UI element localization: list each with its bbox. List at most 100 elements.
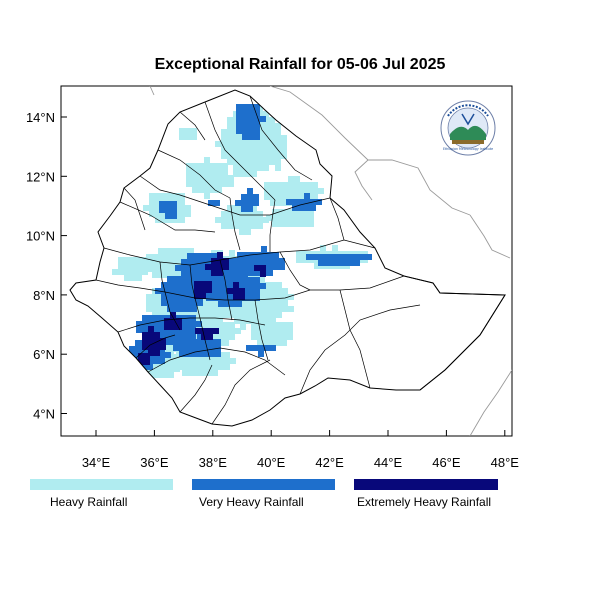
rain-cell-heavy bbox=[269, 328, 275, 334]
rain-cell-very-heavy bbox=[236, 301, 242, 307]
rain-cell-heavy bbox=[221, 211, 227, 217]
rain-cell-heavy bbox=[294, 176, 300, 182]
rain-cell-very-heavy bbox=[336, 254, 342, 260]
rain-cell-very-heavy bbox=[254, 122, 260, 128]
x-tick-label: 34°E bbox=[82, 455, 111, 470]
rain-cell-heavy bbox=[227, 205, 233, 211]
rain-cell-heavy bbox=[206, 370, 212, 376]
rain-cell-heavy bbox=[158, 248, 164, 254]
rain-cell-heavy bbox=[118, 257, 124, 263]
rain-cell-heavy bbox=[179, 205, 185, 211]
rain-cell-heavy bbox=[258, 306, 264, 312]
rain-cell-heavy bbox=[216, 163, 222, 169]
rain-cell-very-heavy bbox=[185, 306, 191, 312]
rain-cell-very-heavy bbox=[209, 351, 215, 357]
rain-cell-heavy bbox=[264, 312, 270, 318]
rain-cell-extreme bbox=[154, 332, 160, 338]
rain-cell-heavy bbox=[224, 358, 230, 364]
rain-cell-heavy bbox=[275, 141, 281, 147]
legend-label-heavy: Heavy Rainfall bbox=[50, 495, 128, 509]
rain-cell-heavy bbox=[252, 312, 258, 318]
rain-cell-very-heavy bbox=[165, 207, 171, 213]
y-tick-label: 14°N bbox=[26, 110, 55, 125]
rain-cell-very-heavy bbox=[247, 194, 253, 200]
rain-cell-heavy bbox=[263, 165, 269, 171]
rain-cell-very-heavy bbox=[179, 351, 185, 357]
rain-cell-very-heavy bbox=[205, 271, 211, 277]
rain-cell-heavy bbox=[188, 364, 194, 370]
rain-cell-heavy bbox=[318, 188, 324, 194]
rain-cell-very-heavy bbox=[154, 315, 160, 321]
rain-cell-very-heavy bbox=[165, 213, 171, 219]
rain-cell-heavy bbox=[264, 194, 270, 200]
rain-cell-very-heavy bbox=[310, 205, 316, 211]
rain-cell-very-heavy bbox=[260, 116, 266, 122]
rain-cell-heavy bbox=[205, 322, 211, 328]
rain-cell-heavy bbox=[227, 123, 233, 129]
rain-cell-heavy bbox=[233, 159, 239, 165]
rain-cell-heavy bbox=[204, 193, 210, 199]
rain-cell-heavy bbox=[288, 182, 294, 188]
rain-cell-very-heavy bbox=[235, 200, 241, 206]
rain-cell-heavy bbox=[224, 352, 230, 358]
rain-cell-heavy bbox=[192, 169, 198, 175]
rain-cell-heavy bbox=[215, 217, 221, 223]
rain-cell-very-heavy bbox=[197, 345, 203, 351]
rain-cell-heavy bbox=[223, 328, 229, 334]
rain-cell-heavy bbox=[233, 217, 239, 223]
rain-cell-very-heavy bbox=[254, 116, 260, 122]
rain-cell-heavy bbox=[264, 288, 270, 294]
admin-boundary bbox=[117, 317, 266, 333]
rain-cell-very-heavy bbox=[179, 300, 185, 306]
rain-cell-very-heavy bbox=[184, 321, 190, 327]
rain-cell-heavy bbox=[245, 217, 251, 223]
rain-cell-very-heavy bbox=[199, 265, 205, 271]
rain-cell-heavy bbox=[288, 176, 294, 182]
rain-cell-heavy bbox=[173, 193, 179, 199]
rain-cell-very-heavy bbox=[248, 277, 254, 283]
rain-cell-very-heavy bbox=[304, 199, 310, 205]
rain-cell-heavy bbox=[257, 159, 263, 165]
rain-cell-very-heavy bbox=[254, 295, 260, 301]
x-tick-label: 38°E bbox=[199, 455, 228, 470]
rain-cell-heavy bbox=[149, 199, 155, 205]
rain-cell-heavy bbox=[233, 141, 239, 147]
rain-cell-heavy bbox=[296, 251, 302, 257]
rain-cell-very-heavy bbox=[167, 288, 173, 294]
rain-cell-heavy bbox=[206, 312, 212, 318]
rain-cell-very-heavy bbox=[187, 271, 193, 277]
rain-cell-heavy bbox=[217, 322, 223, 328]
rain-cell-extreme bbox=[154, 344, 160, 350]
rain-cell-very-heavy bbox=[242, 104, 248, 110]
rain-cell-heavy bbox=[185, 205, 191, 211]
rain-cell-heavy bbox=[302, 221, 308, 227]
map-title: Exceptional Rainfall for 05-06 Jul 2025 bbox=[154, 56, 446, 73]
rain-cell-extreme bbox=[170, 318, 176, 324]
rain-cell-very-heavy bbox=[254, 283, 260, 289]
rain-cell-very-heavy bbox=[253, 200, 259, 206]
rain-cell-heavy bbox=[146, 266, 152, 272]
rain-cell-extreme bbox=[206, 281, 212, 287]
rain-cell-very-heavy bbox=[205, 253, 211, 259]
admin-boundary bbox=[139, 175, 331, 216]
rain-cell-heavy bbox=[269, 117, 275, 123]
rain-cell-very-heavy bbox=[248, 122, 254, 128]
rain-cell-heavy bbox=[239, 153, 245, 159]
rain-cell-heavy bbox=[155, 199, 161, 205]
rain-cell-very-heavy bbox=[298, 205, 304, 211]
rain-cell-extreme bbox=[164, 318, 170, 324]
rain-cell-heavy bbox=[257, 211, 263, 217]
rain-cell-heavy bbox=[211, 322, 217, 328]
rain-cell-heavy bbox=[130, 269, 136, 275]
rain-cell-heavy bbox=[284, 215, 290, 221]
rain-cell-heavy bbox=[188, 248, 194, 254]
x-axis: 34°E 36°E 38°E 40°E 42°E 44°E 46°E 48°E bbox=[82, 430, 519, 470]
rain-cell-heavy bbox=[204, 175, 210, 181]
rain-cell-heavy bbox=[251, 211, 257, 217]
rain-cell-extreme bbox=[213, 328, 219, 334]
rain-cell-very-heavy bbox=[249, 264, 255, 270]
rain-cell-very-heavy bbox=[254, 289, 260, 295]
rain-cell-very-heavy bbox=[261, 258, 267, 264]
rain-cell-heavy bbox=[275, 159, 281, 165]
rain-cell-extreme bbox=[206, 287, 212, 293]
